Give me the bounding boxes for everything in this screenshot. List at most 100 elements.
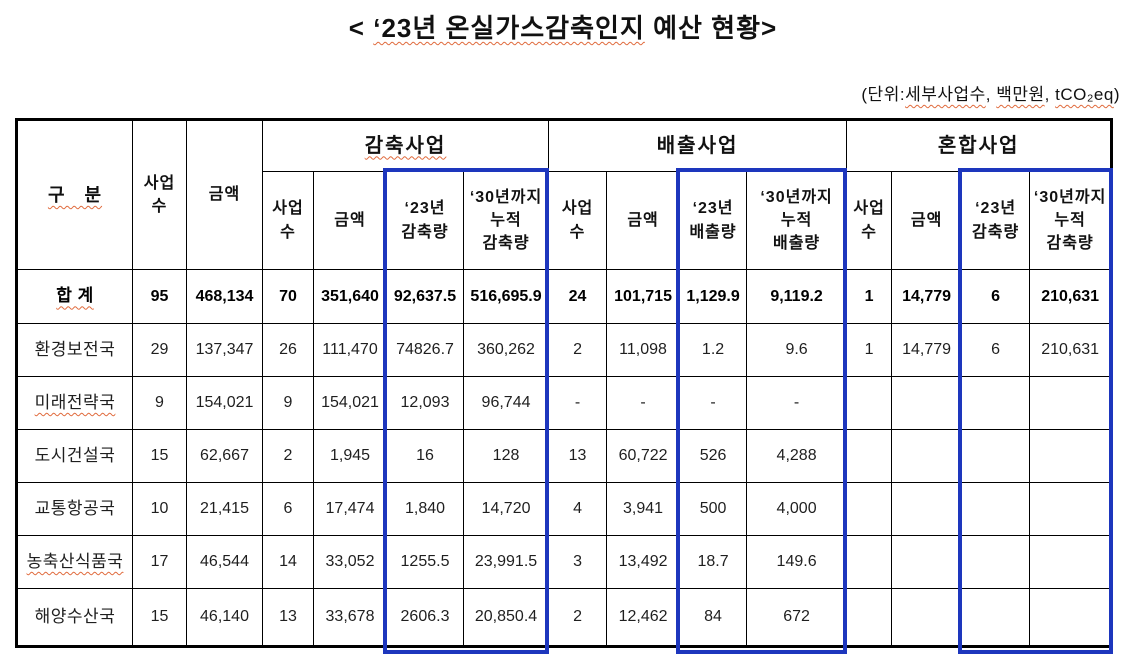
cell: 46,544 bbox=[186, 535, 263, 589]
unit-sep1: , bbox=[985, 85, 997, 104]
cell: 10 bbox=[132, 482, 187, 536]
table-body: 합 계 95 468,134 70 351,640 92,637.5 516,695.9 24… bbox=[16, 269, 1113, 647]
cell: 92,637.5 bbox=[386, 269, 464, 324]
cell: 1 bbox=[846, 323, 893, 377]
cell: 154,021 bbox=[186, 376, 263, 430]
table-row: 교통항공국 10 21,415 6 17,474 1,840 14,720 4 3,941 500… bbox=[16, 482, 1113, 536]
cell bbox=[891, 429, 963, 483]
col-header-reduction-2023: ‘23년 감축량 bbox=[386, 171, 464, 270]
col-header-mixed-cum-2030: ‘30년까지 누적 감축량 bbox=[1029, 171, 1113, 270]
cell: 60,722 bbox=[606, 429, 681, 483]
cell: 1,129.9 bbox=[679, 269, 748, 324]
table-row: 도시건설국 15 62,667 2 1,945 16 128 13 60,722 526 4,288 bbox=[16, 429, 1113, 483]
cell: 4 bbox=[548, 482, 608, 536]
cell: 24 bbox=[548, 269, 608, 324]
cell: 526 bbox=[679, 429, 748, 483]
cell: 96,744 bbox=[462, 376, 550, 430]
cell: 351,640 bbox=[313, 269, 387, 324]
group-header-mixed: 혼합사업 bbox=[846, 119, 1113, 172]
cell: 14,779 bbox=[891, 323, 963, 377]
header-row-groups: 구 분 사업 수 금액 감축사업 배출사업 혼합사업 bbox=[16, 119, 1113, 270]
cell bbox=[961, 376, 1031, 430]
cell: 15 bbox=[132, 588, 187, 647]
cell: 17 bbox=[132, 535, 187, 589]
cell: 12,462 bbox=[606, 588, 681, 647]
cell: 9,119.2 bbox=[746, 269, 848, 324]
cell: 26 bbox=[262, 323, 314, 377]
cell: 1,840 bbox=[386, 482, 464, 536]
cell: 4,000 bbox=[746, 482, 848, 536]
col-header-mixed-amount: 금액 bbox=[891, 171, 963, 270]
cell: 11,098 bbox=[606, 323, 681, 377]
cell: 74826.7 bbox=[386, 323, 464, 377]
row-label: 미래전략국 bbox=[16, 376, 133, 430]
cell: - bbox=[548, 376, 608, 430]
corner-label: 구 분 bbox=[47, 184, 103, 205]
cell bbox=[961, 482, 1031, 536]
cell: 18.7 bbox=[679, 535, 748, 589]
cell: 6 bbox=[961, 323, 1031, 377]
unit-tco2eq: tCO₂eq bbox=[1055, 85, 1114, 104]
cell: 62,667 bbox=[186, 429, 263, 483]
col-header-total-count: 사업 수 bbox=[132, 119, 187, 270]
cell: 21,415 bbox=[186, 482, 263, 536]
cell bbox=[846, 535, 893, 589]
table-row: 미래전략국 9 154,021 9 154,021 12,093 96,744- - - - bbox=[16, 376, 1113, 430]
cell: 2 bbox=[262, 429, 314, 483]
table-row: 합 계 95 468,134 70 351,640 92,637.5 516,695.9 24… bbox=[16, 269, 1113, 324]
cell: 4,288 bbox=[746, 429, 848, 483]
cell: 500 bbox=[679, 482, 748, 536]
col-header-total-amount: 금액 bbox=[186, 119, 263, 270]
unit-prefix: (단위: bbox=[861, 85, 906, 104]
cell bbox=[891, 482, 963, 536]
cell: 468,134 bbox=[186, 269, 263, 324]
group-header-emission: 배출사업 bbox=[548, 119, 848, 172]
corner-header: 구 분 bbox=[16, 119, 133, 270]
cell bbox=[846, 376, 893, 430]
cell: 13 bbox=[548, 429, 608, 483]
cell bbox=[846, 588, 893, 647]
group-label-emission: 배출사업 bbox=[656, 134, 739, 157]
cell bbox=[1029, 429, 1113, 483]
cell bbox=[1029, 535, 1113, 589]
unit-note: (단위:세부사업수, 백만원, tCO₂eq) bbox=[861, 80, 1120, 105]
group-label-mixed: 혼합사업 bbox=[937, 134, 1020, 157]
cell: 210,631 bbox=[1029, 323, 1113, 377]
table-row: 환경보전국 29 137,347 26 111,470 74826.7 360,262 2 11… bbox=[16, 323, 1113, 377]
cell: 84 bbox=[679, 588, 748, 647]
cell: 128 bbox=[462, 429, 550, 483]
col-header-mixed-2023: ‘23년 감축량 bbox=[961, 171, 1031, 270]
cell: 12,093 bbox=[386, 376, 464, 430]
row-label: 농축산식품국 bbox=[16, 535, 133, 589]
cell: 1255.5 bbox=[386, 535, 464, 589]
header-row-subcolumns: 사업 수 금액 ‘23년 감축량 ‘30년까지 누적 감축량 사업 수 금액 ‘… bbox=[17, 171, 1113, 270]
row-label: 해양수산국 bbox=[16, 588, 133, 647]
cell: 2 bbox=[548, 588, 608, 647]
cell: 6 bbox=[262, 482, 314, 536]
col-header-reduction-cum-2030: ‘30년까지 누적 감축량 bbox=[462, 171, 550, 270]
cell: 15 bbox=[132, 429, 187, 483]
cell bbox=[961, 535, 1031, 589]
col-header-emission-cum-2030: ‘30년까지 누적 배출량 bbox=[746, 171, 848, 270]
cell: 14,779 bbox=[891, 269, 963, 324]
cell: 14,720 bbox=[462, 482, 550, 536]
col-header-mixed-count: 사업 수 bbox=[846, 171, 893, 270]
col-header-reduction-count: 사업 수 bbox=[262, 171, 314, 270]
row-label: 교통항공국 bbox=[16, 482, 133, 536]
cell: 2606.3 bbox=[386, 588, 464, 647]
unit-million-won: 백만원 bbox=[996, 85, 1045, 104]
cell: 70 bbox=[262, 269, 314, 324]
cell: 46,140 bbox=[186, 588, 263, 647]
budget-table: 구 분 사업 수 금액 감축사업 배출사업 혼합사업 사업 수 금액 ‘23년 … bbox=[15, 118, 1114, 648]
table-row: 해양수산국 15 46,140 13 33,678 2606.3 20,850.4 2 12,4… bbox=[16, 588, 1113, 647]
cell: 1 bbox=[846, 269, 893, 324]
cell bbox=[846, 482, 893, 536]
cell: 14 bbox=[262, 535, 314, 589]
cell bbox=[1029, 588, 1113, 647]
row-label: 환경보전국 bbox=[16, 323, 133, 377]
cell: 210,631 bbox=[1029, 269, 1113, 324]
cell: 13,492 bbox=[606, 535, 681, 589]
cell bbox=[891, 588, 963, 647]
cell: 29 bbox=[132, 323, 187, 377]
cell: 16 bbox=[386, 429, 464, 483]
